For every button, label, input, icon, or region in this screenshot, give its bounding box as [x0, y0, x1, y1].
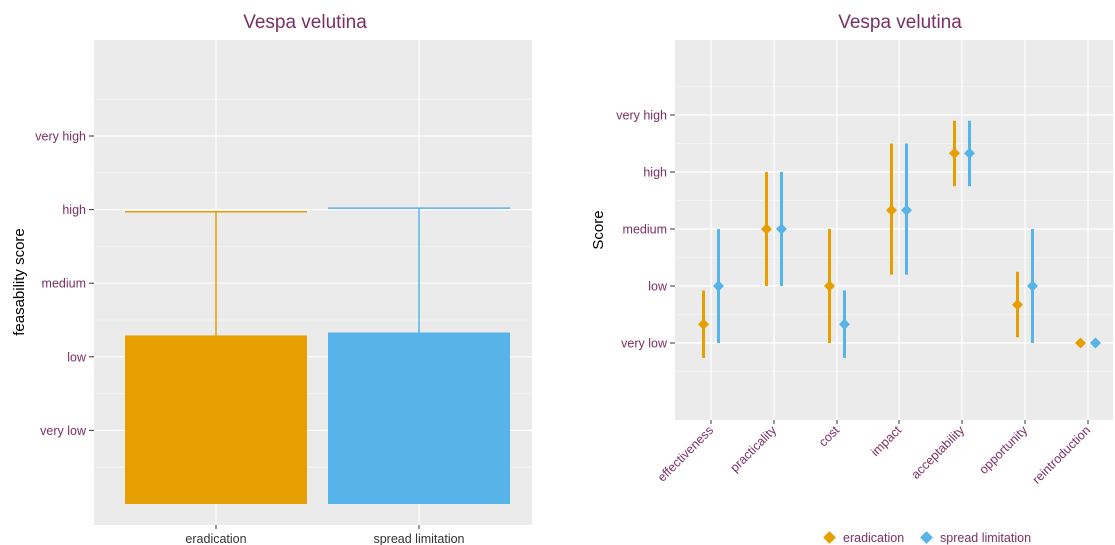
legend-label-eradication: eradication [843, 531, 904, 545]
point-eradication-acceptability [949, 147, 960, 159]
left-y-tick-label: low [67, 350, 87, 364]
right-x-axis: effectiveness practicality cost impact accep… [655, 420, 1093, 487]
legend-label-spread-limitation: spread limitation [940, 531, 1031, 545]
right-y-tick-label: medium [623, 223, 667, 237]
right-y-axis: very low low medium high very high [616, 109, 675, 351]
left-y-tick-label: medium [42, 277, 86, 291]
right-x-tick-label: practicality [727, 423, 779, 475]
point-spread-limitation-practicality [776, 223, 787, 235]
right-y-tick-label: low [648, 280, 668, 294]
point-eradication-impact [886, 204, 897, 216]
right-x-tick-label: effectiveness [655, 423, 716, 484]
left-x-tick-label: spread limitation [373, 532, 464, 545]
right-x-tick-label: impact [868, 423, 904, 459]
point-eradication-opportunity [1012, 299, 1023, 311]
right-chart: Vespa velutina very lowlowmediumhighvery… [590, 12, 1113, 487]
left-y-tick-label: very high [35, 130, 86, 144]
legend-key-spread-limitation [920, 531, 933, 544]
right-grid [675, 40, 1113, 420]
left-y-tick-label: high [62, 203, 86, 217]
left-bars [125, 332, 510, 504]
left-x-axis: eradication spread limitation [185, 525, 465, 545]
right-y-tick-label: high [643, 166, 667, 180]
left-x-tick-label: eradication [185, 532, 246, 545]
right-y-tick-label: very low [621, 337, 668, 351]
legend-key-eradication [823, 531, 836, 544]
left-y-axis: very low low medium high very high [35, 130, 94, 438]
left-chart-title: Vespa velutina [243, 12, 367, 33]
point-spread-limitation-opportunity [1027, 280, 1038, 292]
right-y-tick-label: very high [616, 109, 667, 123]
point-spread-limitation-acceptability [964, 147, 975, 159]
right-x-tick-label: opportunity [976, 423, 1030, 477]
right-points [698, 120, 1101, 358]
point-eradication-reintroduction [1075, 337, 1086, 349]
right-y-axis-label: Score [590, 210, 607, 249]
point-spread-limitation-impact [901, 204, 912, 216]
point-eradication-cost [824, 280, 835, 292]
right-plot-panel [675, 40, 1113, 420]
right-chart-title: Vespa velutina [838, 12, 962, 33]
right-x-tick-label: reintroduction [1030, 423, 1093, 486]
point-spread-limitation-cost [839, 318, 850, 330]
point-eradication-effectiveness [698, 318, 709, 330]
legend: eradication spread limitation [823, 531, 1031, 545]
point-eradication-practicality [761, 223, 772, 235]
left-error-bars [125, 207, 510, 336]
left-y-axis-label: feasability score [11, 228, 28, 336]
right-x-tick-label: acceptability [909, 423, 968, 482]
point-spread-limitation-reintroduction [1090, 337, 1101, 349]
left-y-tick-label: very low [40, 424, 87, 438]
bar-spread-limitation [328, 332, 510, 504]
right-x-tick-label: cost [816, 423, 842, 449]
left-chart: Vespa velutina very lowlowmediumhighvery… [11, 12, 532, 545]
point-spread-limitation-effectiveness [713, 280, 724, 292]
bar-eradication [125, 335, 307, 504]
